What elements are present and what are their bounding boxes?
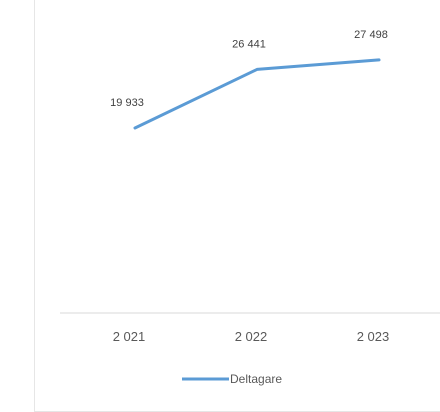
x-tick-layer: 2 021 2 022 2 023 — [113, 329, 390, 344]
x-tick-label: 2 021 — [113, 329, 146, 344]
data-label: 26 441 — [232, 38, 266, 50]
series-layer — [133, 58, 381, 130]
data-label-layer: 19 933 26 441 27 498 — [110, 29, 388, 109]
legend: Deltagare — [182, 372, 282, 386]
legend-label: Deltagare — [230, 372, 282, 386]
series-line-deltagare — [133, 58, 381, 130]
x-tick-label: 2 022 — [235, 329, 268, 344]
data-label: 19 933 — [110, 97, 144, 109]
data-label: 27 498 — [354, 29, 388, 41]
x-tick-label: 2 023 — [357, 329, 390, 344]
chart-frame — [34, 0, 440, 412]
